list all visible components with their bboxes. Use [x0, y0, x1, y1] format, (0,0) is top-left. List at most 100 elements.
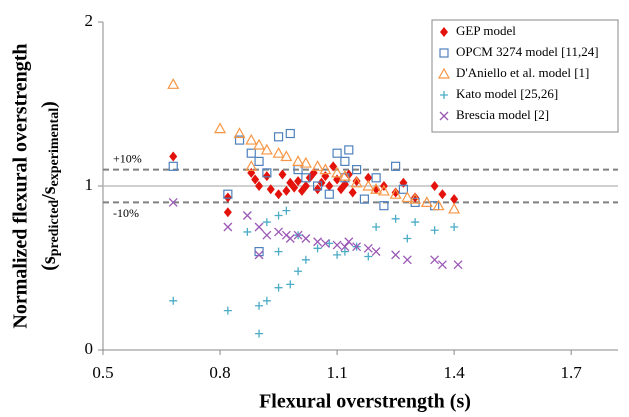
point [169, 151, 178, 162]
point [294, 176, 303, 187]
point [292, 155, 305, 166]
point [391, 214, 400, 223]
point [168, 161, 178, 171]
point [448, 202, 461, 214]
point [223, 222, 233, 232]
point [350, 176, 363, 188]
point [372, 223, 381, 231]
point [411, 218, 420, 227]
point [253, 138, 266, 150]
point [351, 165, 362, 175]
point [223, 207, 232, 218]
point [242, 211, 252, 220]
point [167, 78, 180, 89]
point [403, 234, 412, 243]
point [272, 146, 285, 158]
x-tick-label: 1.7 [561, 363, 583, 382]
point [286, 280, 295, 289]
point [255, 181, 264, 191]
y-label-part: ) [38, 101, 60, 108]
y-axis-subtitle: (spredicted/sexperimental) [38, 101, 63, 271]
x-tick-label: 1.1 [326, 363, 347, 382]
point [255, 329, 264, 338]
point [371, 247, 381, 257]
point [450, 223, 459, 231]
point [420, 196, 433, 207]
point [359, 194, 370, 204]
point [282, 185, 291, 196]
point [338, 169, 351, 181]
point [254, 156, 264, 166]
point [430, 255, 440, 265]
point [294, 267, 303, 276]
point [262, 218, 271, 227]
point [320, 238, 330, 248]
reference-label: +10% [113, 151, 142, 165]
legend-box [431, 19, 619, 133]
point [168, 197, 178, 207]
point [319, 163, 332, 175]
point [325, 181, 334, 191]
point [311, 160, 324, 171]
point [251, 174, 260, 185]
point [254, 222, 264, 232]
point [430, 181, 439, 191]
point [389, 187, 402, 199]
point [364, 172, 373, 183]
point [437, 67, 451, 79]
legend-label: D'Aniello et al. model [1] [456, 65, 589, 80]
point [301, 255, 310, 264]
point [348, 187, 357, 198]
point [313, 244, 322, 253]
point [409, 192, 422, 204]
point [274, 211, 283, 220]
point [332, 148, 342, 158]
point [285, 128, 295, 139]
point [301, 234, 311, 243]
point [255, 301, 264, 310]
point [312, 181, 323, 191]
point [401, 191, 414, 203]
point [391, 250, 401, 260]
point [453, 260, 463, 270]
y-label-part: predicted [47, 200, 62, 257]
legend-label: Brescia model [2] [456, 107, 549, 122]
point [260, 143, 273, 155]
point [352, 176, 361, 187]
point [402, 255, 412, 265]
point [280, 150, 293, 162]
point [340, 247, 349, 256]
point [398, 184, 409, 194]
point [379, 201, 389, 211]
point [371, 173, 381, 183]
point [223, 306, 232, 315]
point [329, 161, 338, 172]
point [430, 226, 439, 235]
point [438, 189, 447, 200]
y-label-part: experimental [47, 108, 62, 187]
point [411, 192, 420, 203]
y-tick-label: 1 [85, 175, 94, 194]
point [344, 237, 354, 247]
point [344, 145, 354, 155]
point [301, 173, 311, 183]
point [391, 161, 401, 171]
point [285, 234, 295, 243]
point [214, 122, 227, 134]
point [450, 194, 459, 205]
point [313, 237, 323, 247]
point [282, 206, 291, 215]
point [331, 166, 344, 178]
point [245, 133, 258, 145]
point [352, 242, 362, 252]
point [439, 111, 449, 121]
point [234, 135, 245, 145]
point [245, 160, 258, 171]
point [278, 169, 287, 180]
point [274, 247, 283, 256]
point [290, 182, 299, 193]
point [340, 156, 350, 166]
x-tick-label: 0.5 [92, 363, 113, 382]
point [274, 283, 283, 292]
